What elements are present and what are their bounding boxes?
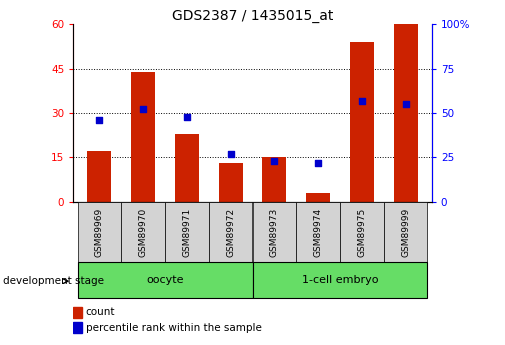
Bar — [78, 202, 121, 262]
Text: GSM89975: GSM89975 — [358, 207, 366, 257]
Point — [139, 107, 147, 112]
Bar — [252, 262, 427, 298]
Text: GSM89970: GSM89970 — [139, 207, 147, 257]
Point — [183, 114, 191, 119]
Bar — [384, 202, 427, 262]
Text: 1-cell embryo: 1-cell embryo — [301, 275, 378, 285]
Text: GSM89999: GSM89999 — [401, 207, 410, 257]
Bar — [393, 24, 418, 202]
Bar — [306, 193, 330, 202]
Point — [95, 117, 104, 123]
Text: GSM89973: GSM89973 — [270, 207, 279, 257]
Bar — [262, 157, 286, 202]
Text: development stage: development stage — [3, 276, 104, 286]
Bar — [296, 202, 340, 262]
Bar — [350, 42, 374, 202]
Text: oocyte: oocyte — [146, 275, 184, 285]
Bar — [165, 202, 209, 262]
Bar — [252, 202, 296, 262]
Bar — [121, 202, 165, 262]
Bar — [219, 163, 243, 202]
Point — [227, 151, 235, 157]
Bar — [78, 262, 252, 298]
Bar — [340, 202, 384, 262]
Bar — [73, 322, 82, 333]
Point — [401, 101, 410, 107]
Point — [314, 160, 322, 166]
Text: GSM89969: GSM89969 — [95, 207, 104, 257]
Text: count: count — [86, 307, 115, 317]
Bar — [87, 151, 112, 202]
Bar — [209, 202, 252, 262]
Text: GSM89972: GSM89972 — [226, 207, 235, 257]
Bar — [175, 134, 199, 202]
Bar — [131, 71, 155, 202]
Bar — [73, 307, 82, 317]
Text: GSM89974: GSM89974 — [314, 207, 323, 257]
Point — [358, 98, 366, 103]
Text: GSM89971: GSM89971 — [182, 207, 191, 257]
Text: percentile rank within the sample: percentile rank within the sample — [86, 323, 262, 333]
Title: GDS2387 / 1435015_at: GDS2387 / 1435015_at — [172, 9, 333, 23]
Point — [270, 158, 278, 164]
